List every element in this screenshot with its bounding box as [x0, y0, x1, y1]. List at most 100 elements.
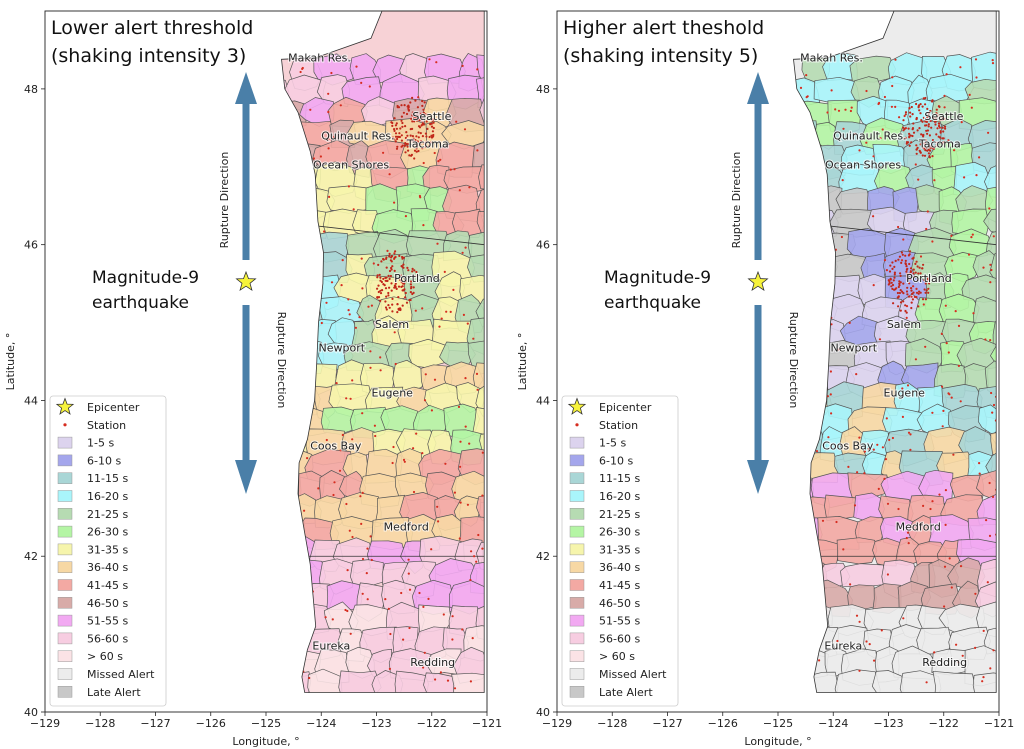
station-dot: [419, 112, 422, 115]
station-dot: [418, 126, 422, 129]
station-dot: [360, 81, 363, 84]
city-label: Newport: [830, 341, 877, 354]
station-dot: [390, 266, 393, 270]
station-dot: [582, 247, 584, 249]
station-dot: [872, 284, 875, 287]
station-dot: [926, 107, 929, 110]
station-dot: [724, 273, 726, 275]
station-dot: [427, 597, 430, 601]
station-dot: [401, 255, 404, 259]
cell: [338, 670, 382, 693]
station-dot: [227, 524, 229, 526]
station-dot: [481, 451, 484, 454]
y-tick-label: 40: [24, 706, 38, 719]
city-label: Makah Res.: [800, 52, 863, 65]
station-dot: [904, 136, 907, 139]
station-dot: [393, 331, 396, 334]
legend-label: Epicenter: [87, 401, 140, 414]
station-dot: [941, 116, 944, 119]
station-dot: [449, 168, 452, 171]
station-dot: [635, 246, 637, 248]
station-dot: [391, 136, 395, 139]
station-dot: [361, 557, 365, 561]
station-dot: [402, 256, 405, 259]
station-dot: [284, 148, 287, 151]
station-dot: [986, 581, 989, 584]
cell: [871, 670, 904, 693]
station-dot: [437, 160, 440, 163]
station-dot: [911, 127, 915, 130]
station-dot: [696, 189, 698, 191]
station-dot: [425, 113, 428, 116]
station-dot: [858, 436, 861, 439]
legend: Epicenter Station 1-5 s 6-10 s 11-15 s 16-20 …: [561, 395, 679, 707]
station-dot: [477, 533, 480, 537]
x-tick-label: −122: [929, 717, 959, 730]
station-dot: [250, 246, 252, 248]
station-dot: [884, 458, 887, 461]
station-dot: [394, 250, 397, 253]
station-dot: [938, 136, 942, 139]
station-dot: [433, 378, 437, 381]
station-dot: [972, 312, 975, 315]
station-dot: [66, 151, 68, 153]
station-dot: [421, 147, 424, 150]
rupture-arrow-up-shaft: [754, 100, 762, 260]
station-dot: [924, 291, 927, 294]
station-dot: [376, 276, 379, 279]
station-dot: [459, 465, 462, 468]
station-dot: [340, 284, 343, 287]
station-dot: [382, 258, 385, 261]
station-dot: [891, 267, 894, 270]
station-dot: [424, 145, 427, 148]
station-dot: [917, 292, 920, 295]
rupture-label-up: Rupture Direction: [218, 152, 231, 249]
station-dot: [417, 149, 420, 153]
station-dot: [320, 321, 323, 325]
station-dot: [931, 155, 934, 158]
station-dot: [451, 638, 454, 641]
station-dot: [73, 178, 75, 180]
station-dot: [909, 115, 912, 118]
station-dot: [461, 251, 464, 254]
station-dot: [911, 113, 914, 116]
station-dot: [412, 137, 415, 140]
station-dot: [197, 138, 199, 140]
station-dot: [605, 161, 607, 163]
station-dot: [428, 135, 431, 139]
station-dot: [296, 257, 299, 260]
station-dot: [398, 132, 401, 135]
station-dot: [906, 276, 909, 279]
station-dot: [925, 129, 928, 132]
station-dot: [249, 142, 251, 144]
station-dot: [422, 161, 425, 165]
station-dot: [600, 346, 602, 348]
station-dot: [402, 263, 405, 266]
station-dot: [780, 58, 782, 60]
station-dot: [396, 145, 399, 148]
station-dot: [888, 280, 891, 283]
station-dot: [856, 471, 859, 474]
station-dot: [822, 233, 825, 236]
station-dot: [243, 585, 245, 587]
station-dot: [759, 547, 761, 549]
station-dot: [605, 200, 607, 202]
station-dot: [914, 163, 917, 166]
station-dot: [406, 105, 409, 108]
station-dot: [624, 342, 626, 344]
station-dot: [893, 271, 896, 274]
station-dot: [909, 270, 912, 273]
station-dot: [393, 128, 396, 131]
station-dot: [127, 79, 129, 81]
station-dot: [865, 89, 868, 93]
station-dot: [797, 277, 800, 280]
station-dot: [400, 281, 403, 284]
station-dot: [385, 279, 388, 282]
station-dot: [919, 255, 923, 258]
rupture-arrow-down-head: [747, 460, 769, 494]
station-dot: [569, 392, 571, 394]
station-dot: [935, 133, 938, 136]
station-dot: [701, 316, 703, 318]
station-dot: [473, 555, 476, 558]
station-dot: [808, 565, 811, 568]
